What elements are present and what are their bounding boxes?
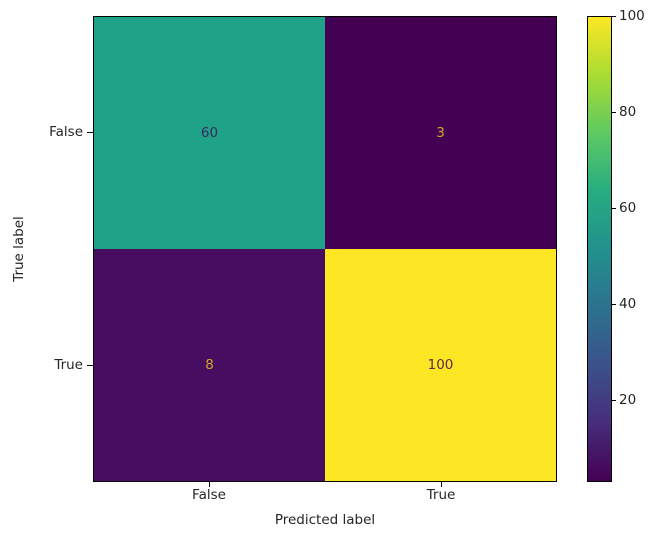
- cell-value: 100: [427, 357, 454, 373]
- colorbar-tick-label-100: 100: [619, 8, 645, 24]
- x-tick-mark: [209, 482, 210, 487]
- colorbar-tick-mark: [612, 208, 616, 209]
- y-tick-mark: [87, 365, 93, 366]
- colorbar-tick-label-60: 60: [619, 200, 637, 216]
- y-tick-mark: [87, 132, 93, 133]
- x-tick-mark: [441, 482, 442, 487]
- x-tick-label-false: False: [192, 487, 226, 503]
- y-axis-title: True label: [11, 216, 27, 282]
- heatmap-cell-true-false: 8: [94, 249, 325, 481]
- cell-value: 3: [436, 125, 445, 141]
- colorbar-tick-mark: [612, 400, 616, 401]
- colorbar-tick-label-80: 80: [619, 104, 637, 120]
- cell-value: 8: [205, 357, 214, 373]
- x-axis-title: Predicted label: [274, 512, 376, 528]
- colorbar-gradient: [587, 16, 612, 482]
- heatmap-cell-false-true: 3: [325, 17, 556, 249]
- colorbar-tick-mark: [612, 112, 616, 113]
- colorbar-tick-mark: [612, 16, 616, 17]
- heatmap-plot-area: 60 3 8 100: [93, 16, 557, 482]
- colorbar-tick-label-40: 40: [619, 296, 637, 312]
- x-tick-label-true: True: [426, 487, 456, 503]
- heatmap-cell-false-false: 60: [94, 17, 325, 249]
- y-tick-label-false: False: [49, 124, 83, 140]
- heatmap-cell-true-true: 100: [325, 249, 556, 481]
- colorbar-tick-label-20: 20: [619, 392, 637, 408]
- y-tick-label-true: True: [54, 357, 83, 373]
- cell-value: 60: [200, 125, 219, 141]
- colorbar-tick-mark: [612, 304, 616, 305]
